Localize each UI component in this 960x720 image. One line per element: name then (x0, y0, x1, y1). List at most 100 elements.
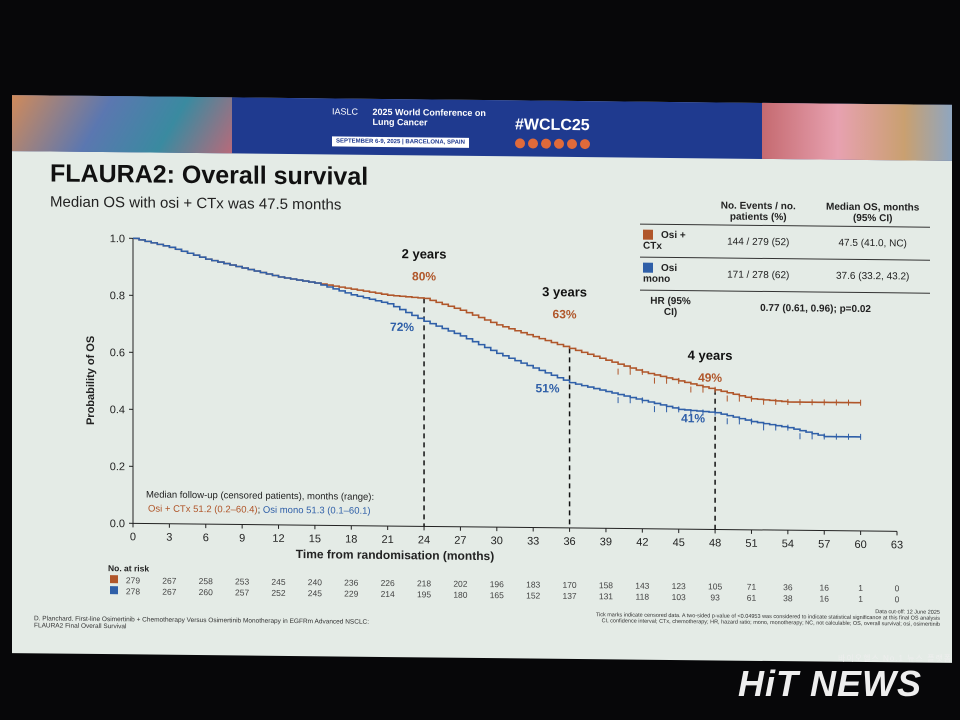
x-tick-label: 57 (818, 539, 830, 551)
at-risk-value: 258 (199, 576, 213, 586)
at-risk-value: 218 (417, 578, 431, 588)
watermark-tagline: 바이오헬스 No.1 뉴스 플랫폼 (838, 654, 953, 663)
x-tick-label: 33 (527, 535, 539, 547)
x-axis-label: Time from randomisation (months) (296, 547, 494, 563)
at-risk-value: 267 (162, 576, 176, 586)
x-tick-label: 18 (345, 534, 357, 546)
at-risk-value: 180 (453, 590, 467, 600)
x-tick-label: 15 (309, 533, 321, 545)
landmark-osi-ctx-value: 49% (698, 371, 722, 385)
at-risk-value: 1 (858, 583, 863, 593)
x-tick-label: 12 (272, 533, 284, 545)
x-tick-label: 21 (382, 534, 394, 546)
at-risk-value: 38 (783, 593, 793, 603)
landmark-osi-ctx-value: 80% (412, 269, 436, 283)
km-chart: 0 3 6 9 12 15 18 21 24 27 30 33 36 39 42 45 48 51 54 57 60 63… (85, 233, 903, 604)
at-risk-swatch-icon (110, 586, 118, 595)
y-tick-label: 1.0 (110, 233, 125, 245)
at-risk-value: 229 (344, 589, 358, 599)
x-tick-label: 42 (636, 537, 648, 549)
at-risk-value: 245 (271, 577, 285, 587)
followup-osi-ctx: Osi + CTx 51.2 (0.2–60.4) (148, 504, 258, 516)
y-tick-label: 0.0 (110, 518, 125, 530)
at-risk-swatch-icon (110, 575, 118, 584)
at-risk-value: 71 (747, 582, 757, 592)
at-risk-value: 245 (308, 588, 322, 598)
at-risk-value: 16 (820, 583, 830, 593)
at-risk-value: 252 (271, 588, 285, 598)
presentation-slide: IASLC 2025 World Conference on Lung Canc… (12, 95, 952, 663)
at-risk-value: 202 (453, 579, 467, 589)
followup-values: Osi + CTx 51.2 (0.2–60.4); Osi mono 51.3… (148, 504, 371, 517)
at-risk-value: 253 (235, 576, 249, 586)
at-risk-value: 260 (199, 587, 213, 597)
survival-curve-osi-ctx (133, 237, 861, 404)
x-tick-label: 51 (745, 538, 757, 550)
landmark-label: 2 years (402, 246, 447, 261)
y-tick-label: 0.6 (110, 347, 125, 359)
x-axis (133, 522, 897, 532)
landmark-label: 4 years (688, 348, 733, 363)
at-risk-value: 278 (126, 586, 140, 596)
landmark-osi-mono-value: 41% (681, 411, 705, 425)
followup-title: Median follow-up (censored patients), mo… (146, 489, 374, 502)
x-tick-label: 6 (203, 532, 209, 544)
x-tick-label: 0 (130, 531, 136, 543)
reference: D. Planchard. First-line Osimertinib + C… (34, 615, 370, 631)
y-axis-label: Probability of OS (85, 336, 97, 425)
at-risk-value: 93 (710, 592, 720, 602)
landmark-osi-ctx-value: 63% (553, 307, 577, 321)
at-risk-value: 158 (599, 580, 613, 590)
x-tick-label: 60 (854, 539, 866, 551)
x-tick-label: 30 (491, 535, 503, 547)
at-risk-value: 0 (895, 594, 900, 604)
at-risk-value: 170 (562, 580, 576, 590)
at-risk-value: 152 (526, 590, 540, 600)
followup-separator: ; (258, 505, 263, 516)
y-tick-label: 0.2 (110, 461, 125, 473)
at-risk-value: 16 (820, 594, 830, 604)
x-tick-label: 27 (454, 535, 466, 547)
at-risk-value: 214 (381, 589, 395, 599)
x-tick-label: 24 (418, 534, 430, 546)
at-risk-value: 165 (490, 590, 504, 600)
x-tick-label: 48 (709, 537, 721, 549)
at-risk-value: 196 (490, 579, 504, 589)
x-tick-label: 9 (239, 532, 245, 544)
x-tick-label: 54 (782, 538, 794, 550)
y-tick-label: 0.4 (110, 404, 125, 416)
landmark-osi-mono-value: 72% (390, 320, 414, 334)
at-risk-value: 267 (162, 587, 176, 597)
at-risk-value: 105 (708, 581, 722, 591)
followup-osi-mono: Osi mono 51.3 (0.1–60.1) (263, 505, 371, 517)
at-risk-value: 195 (417, 589, 431, 599)
at-risk-value: 257 (235, 587, 249, 597)
x-tick-label: 36 (563, 536, 575, 548)
at-risk-label: No. at risk (108, 563, 149, 573)
landmark-label: 3 years (542, 284, 587, 299)
at-risk-value: 0 (895, 583, 900, 593)
at-risk-value: 236 (344, 578, 358, 588)
at-risk-value: 131 (599, 591, 613, 601)
at-risk-value: 279 (126, 575, 140, 585)
landmark-osi-mono-value: 51% (536, 381, 560, 395)
x-tick-label: 3 (166, 532, 172, 544)
survival-curve-osi-mono (133, 237, 861, 438)
watermark-brand: HiT NEWS (738, 663, 922, 704)
at-risk-value: 103 (672, 592, 686, 602)
x-tick-label: 63 (891, 539, 903, 551)
at-risk-value: 137 (562, 591, 576, 601)
at-risk-value: 61 (747, 593, 757, 603)
at-risk-value: 1 (858, 594, 863, 604)
hitnews-watermark: HiT NEWS 바이오헬스 No.1 뉴스 플랫폼 (738, 654, 951, 704)
at-risk-value: 36 (783, 582, 793, 592)
at-risk-value: 123 (672, 581, 686, 591)
at-risk-value: 143 (635, 581, 649, 591)
at-risk-value: 118 (636, 592, 650, 602)
at-risk-value: 183 (526, 579, 540, 589)
at-risk-value: 226 (381, 578, 395, 588)
x-tick-label: 45 (673, 537, 685, 549)
footnotes: Data cut-off: 12 June 2025 Tick marks in… (520, 605, 940, 628)
y-tick-label: 0.8 (110, 290, 125, 302)
x-tick-label: 39 (600, 536, 612, 548)
